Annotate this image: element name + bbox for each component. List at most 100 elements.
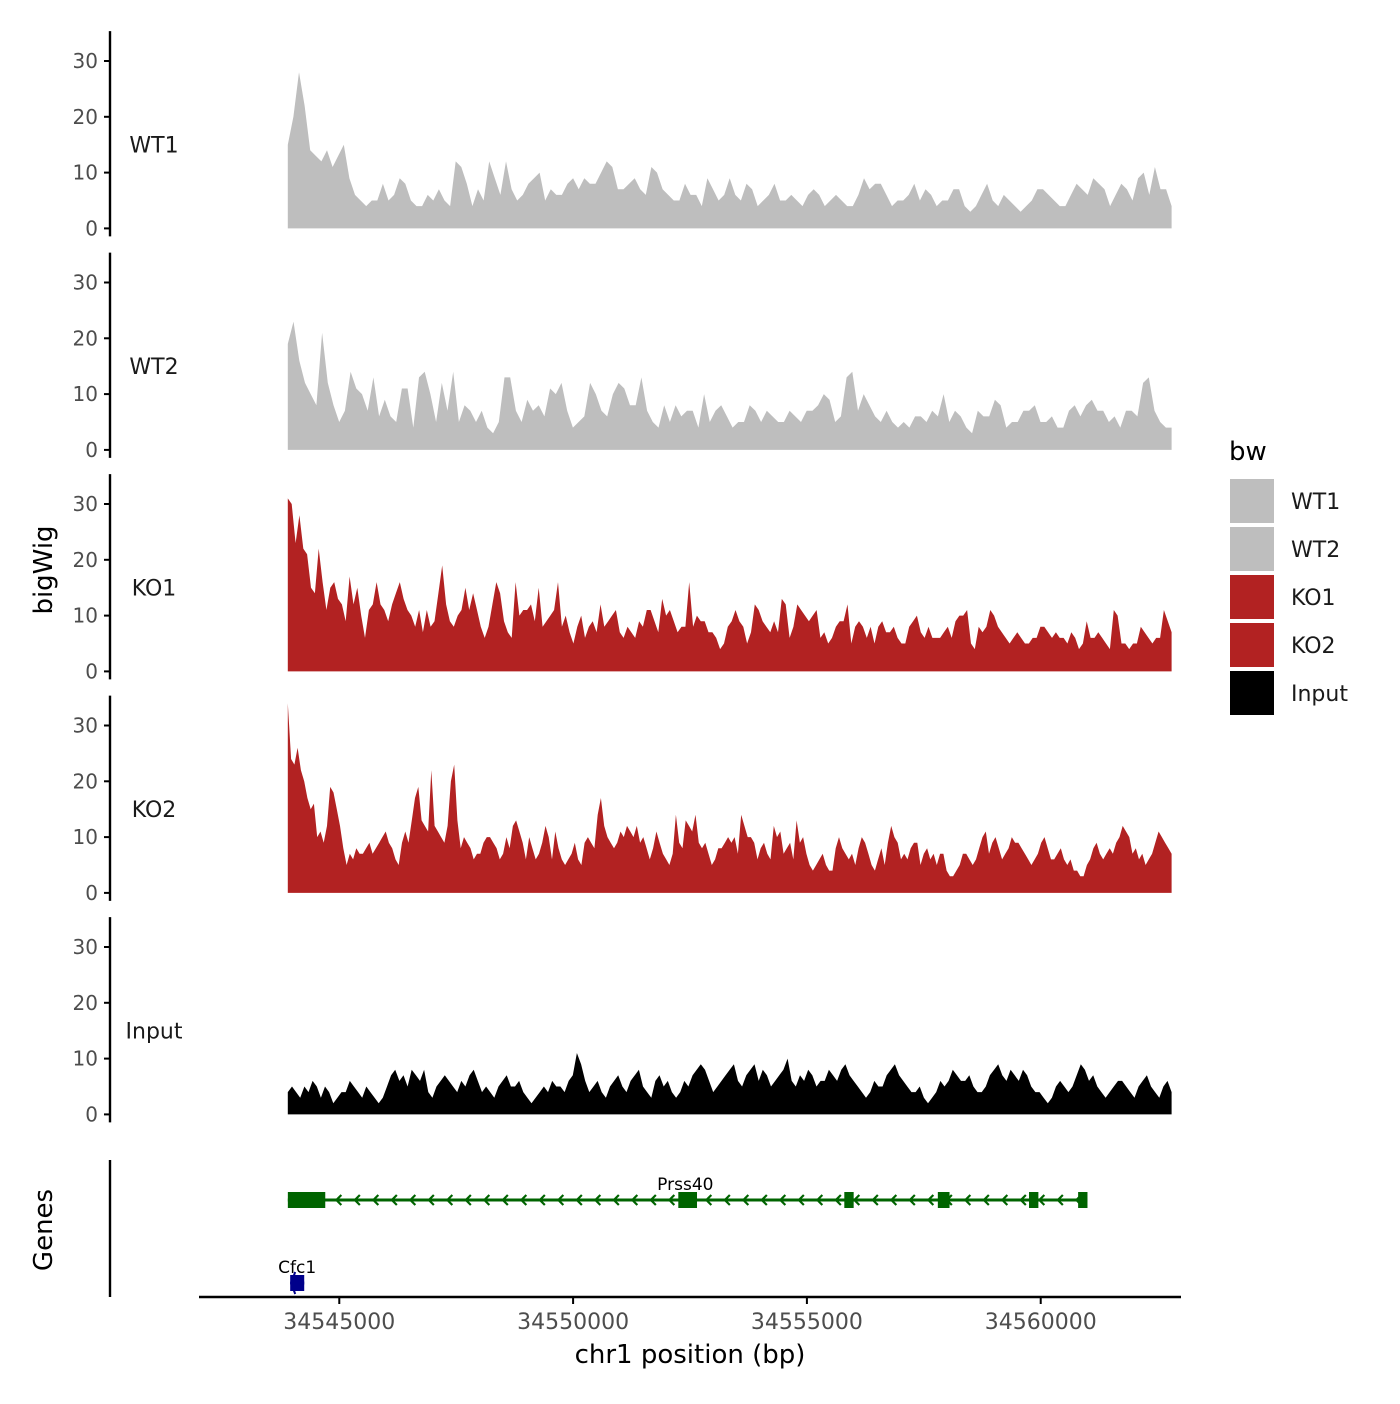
genes-panel: Prss40 Cfc1 xyxy=(108,1160,1088,1297)
y-tick-label: 10 xyxy=(73,382,98,406)
strand-arrow xyxy=(760,1194,768,1206)
strand-arrow xyxy=(1000,1194,1009,1206)
y-tick-label: 0 xyxy=(85,881,98,905)
strand-arrow xyxy=(427,1194,435,1206)
strand-arrow xyxy=(852,1194,861,1206)
track-ko1: 0 10 20 30 KO1 xyxy=(73,474,1172,683)
strand-arrow xyxy=(630,1194,639,1206)
legend-swatch-wt1 xyxy=(1230,479,1274,523)
track-ko2: 0 10 20 30 KO2 xyxy=(73,695,1172,905)
strand-arrow xyxy=(871,1194,879,1206)
track-wt1: 0 10 20 30 WT1 xyxy=(73,31,1172,240)
y-tick-label: 30 xyxy=(73,935,98,959)
y-tick-label: 30 xyxy=(73,271,98,295)
strand-arrow xyxy=(353,1194,361,1206)
strand-arrow xyxy=(482,1194,491,1206)
genes-axis-label: Genes xyxy=(29,1189,59,1271)
y-tick-label: 20 xyxy=(73,769,98,793)
track-label: KO2 xyxy=(132,798,177,823)
legend-label-input: Input xyxy=(1291,682,1348,707)
track-label: WT2 xyxy=(129,355,178,380)
track-wt2: 0 10 20 30 WT2 xyxy=(73,252,1172,462)
gene-label: Prss40 xyxy=(657,1175,713,1195)
track-label: KO1 xyxy=(132,577,177,602)
strand-arrow xyxy=(649,1194,657,1206)
area-input xyxy=(287,1053,1172,1115)
strand-arrow xyxy=(408,1194,417,1206)
y-tick-label: 0 xyxy=(85,438,98,462)
gene-cfc1: Cfc1 xyxy=(278,1258,316,1295)
y-tick-label: 20 xyxy=(73,105,98,129)
strand-arrow xyxy=(723,1194,731,1206)
legend-label-wt2: WT2 xyxy=(1291,538,1340,563)
strand-arrow xyxy=(334,1194,343,1206)
y-tick-label: 10 xyxy=(73,825,98,849)
x-tick-label: 34550000 xyxy=(517,1310,629,1335)
legend-swatch-input xyxy=(1230,671,1274,715)
area-wt2 xyxy=(287,321,1172,450)
y-tick-label: 0 xyxy=(85,659,98,683)
legend-label-ko2: KO2 xyxy=(1291,634,1336,659)
area-ko2 xyxy=(287,703,1172,893)
y-tick-label: 10 xyxy=(73,1047,98,1071)
area-wt1 xyxy=(287,72,1172,229)
exon xyxy=(678,1192,698,1208)
strand-arrow xyxy=(908,1194,916,1206)
y-tick-label: 10 xyxy=(73,161,98,185)
strand-arrow xyxy=(1019,1194,1027,1206)
y-tick-label: 10 xyxy=(73,604,98,628)
legend: bw WT1 WT2 KO1 KO2 Input xyxy=(1229,437,1348,715)
strand-arrow xyxy=(464,1194,472,1206)
exon xyxy=(937,1192,950,1208)
y-tick-label: 30 xyxy=(73,49,98,73)
exon xyxy=(844,1192,854,1208)
strand-arrow xyxy=(501,1194,509,1206)
strand-arrow xyxy=(390,1194,398,1206)
legend-swatch-wt2 xyxy=(1230,527,1274,571)
y-tick-label: 0 xyxy=(85,1102,98,1126)
legend-swatch-ko2 xyxy=(1230,623,1274,667)
strand-arrow xyxy=(593,1194,602,1206)
exon xyxy=(1078,1192,1088,1208)
legend-label-ko1: KO1 xyxy=(1291,586,1336,611)
strand-arrow xyxy=(834,1194,842,1206)
x-tick-label: 34560000 xyxy=(985,1310,1097,1335)
legend-swatch-ko1 xyxy=(1230,575,1274,619)
track-panels: 0 10 20 30 WT1 0 10 20 30 WT2 0 10 20 30 KO1 0 10 20 30 KO2… xyxy=(73,31,1172,1126)
y-tick-label: 20 xyxy=(73,326,98,350)
strand-arrow xyxy=(1037,1194,1046,1206)
y-tick-label: 30 xyxy=(73,714,98,738)
x-tick-label: 34555000 xyxy=(751,1310,863,1335)
strand-arrow xyxy=(538,1194,546,1206)
strand-arrow xyxy=(445,1194,454,1206)
strand-arrow xyxy=(371,1194,380,1206)
strand-arrow xyxy=(741,1194,750,1206)
strand-arrow xyxy=(797,1194,805,1206)
legend-label-wt1: WT1 xyxy=(1291,490,1340,515)
exon xyxy=(1029,1192,1039,1208)
strand-arrow xyxy=(290,1271,297,1295)
x-tick-label: 34545000 xyxy=(283,1310,395,1335)
strand-arrow xyxy=(667,1194,676,1206)
y-tick-label: 30 xyxy=(73,492,98,516)
y-axis-label: bigWig xyxy=(29,525,59,614)
y-tick-label: 20 xyxy=(73,548,98,572)
exon xyxy=(287,1192,326,1208)
strand-arrow xyxy=(519,1194,528,1206)
strand-arrow xyxy=(778,1194,787,1206)
strand-arrow xyxy=(982,1194,990,1206)
gene-label: Cfc1 xyxy=(278,1258,316,1278)
strand-arrow xyxy=(815,1194,824,1206)
strand-arrow xyxy=(575,1194,583,1206)
strand-arrow xyxy=(704,1194,713,1206)
strand-arrow xyxy=(1056,1194,1064,1206)
y-tick-label: 20 xyxy=(73,991,98,1015)
legend-title: bw xyxy=(1229,437,1267,467)
track-label: WT1 xyxy=(129,134,178,159)
x-axis: 34545000 34550000 34555000 34560000 xyxy=(199,1295,1181,1335)
strand-arrow xyxy=(556,1194,565,1206)
strand-arrow xyxy=(612,1194,620,1206)
track-input: 0 10 20 30 Input xyxy=(73,917,1172,1126)
